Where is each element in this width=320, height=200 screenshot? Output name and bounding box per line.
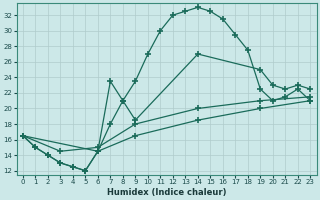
X-axis label: Humidex (Indice chaleur): Humidex (Indice chaleur)	[107, 188, 226, 197]
